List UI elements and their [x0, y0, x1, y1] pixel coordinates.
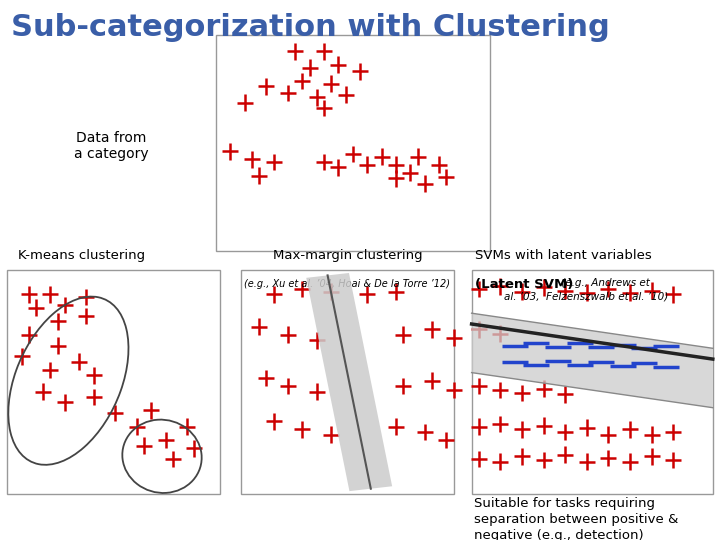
- Text: SVMs with latent variables: SVMs with latent variables: [475, 249, 652, 262]
- Polygon shape: [306, 273, 392, 491]
- Text: (e.g., Xu et al. ’04, Hoai & De la Torre ’12): (e.g., Xu et al. ’04, Hoai & De la Torre…: [244, 279, 451, 289]
- Text: al. ’03,  Felzenszwalb et al. ’10): al. ’03, Felzenszwalb et al. ’10): [504, 292, 668, 302]
- Text: separation between positive &: separation between positive &: [474, 513, 678, 526]
- Polygon shape: [472, 313, 713, 408]
- Text: Max-margin clustering: Max-margin clustering: [273, 249, 422, 262]
- FancyBboxPatch shape: [241, 270, 454, 494]
- Text: (Latent SVM): (Latent SVM): [475, 278, 574, 291]
- Text: K-means clustering: K-means clustering: [18, 249, 145, 262]
- Text: Data from
a category: Data from a category: [74, 131, 149, 161]
- FancyBboxPatch shape: [472, 270, 713, 494]
- Text: (e.g., Andrews et: (e.g., Andrews et: [558, 278, 650, 288]
- Text: Sub-categorization with Clustering: Sub-categorization with Clustering: [11, 14, 610, 43]
- Text: negative (e.g., detection): negative (e.g., detection): [474, 529, 644, 540]
- FancyBboxPatch shape: [7, 270, 220, 494]
- Text: Suitable for tasks requiring: Suitable for tasks requiring: [474, 497, 654, 510]
- FancyBboxPatch shape: [216, 35, 490, 251]
